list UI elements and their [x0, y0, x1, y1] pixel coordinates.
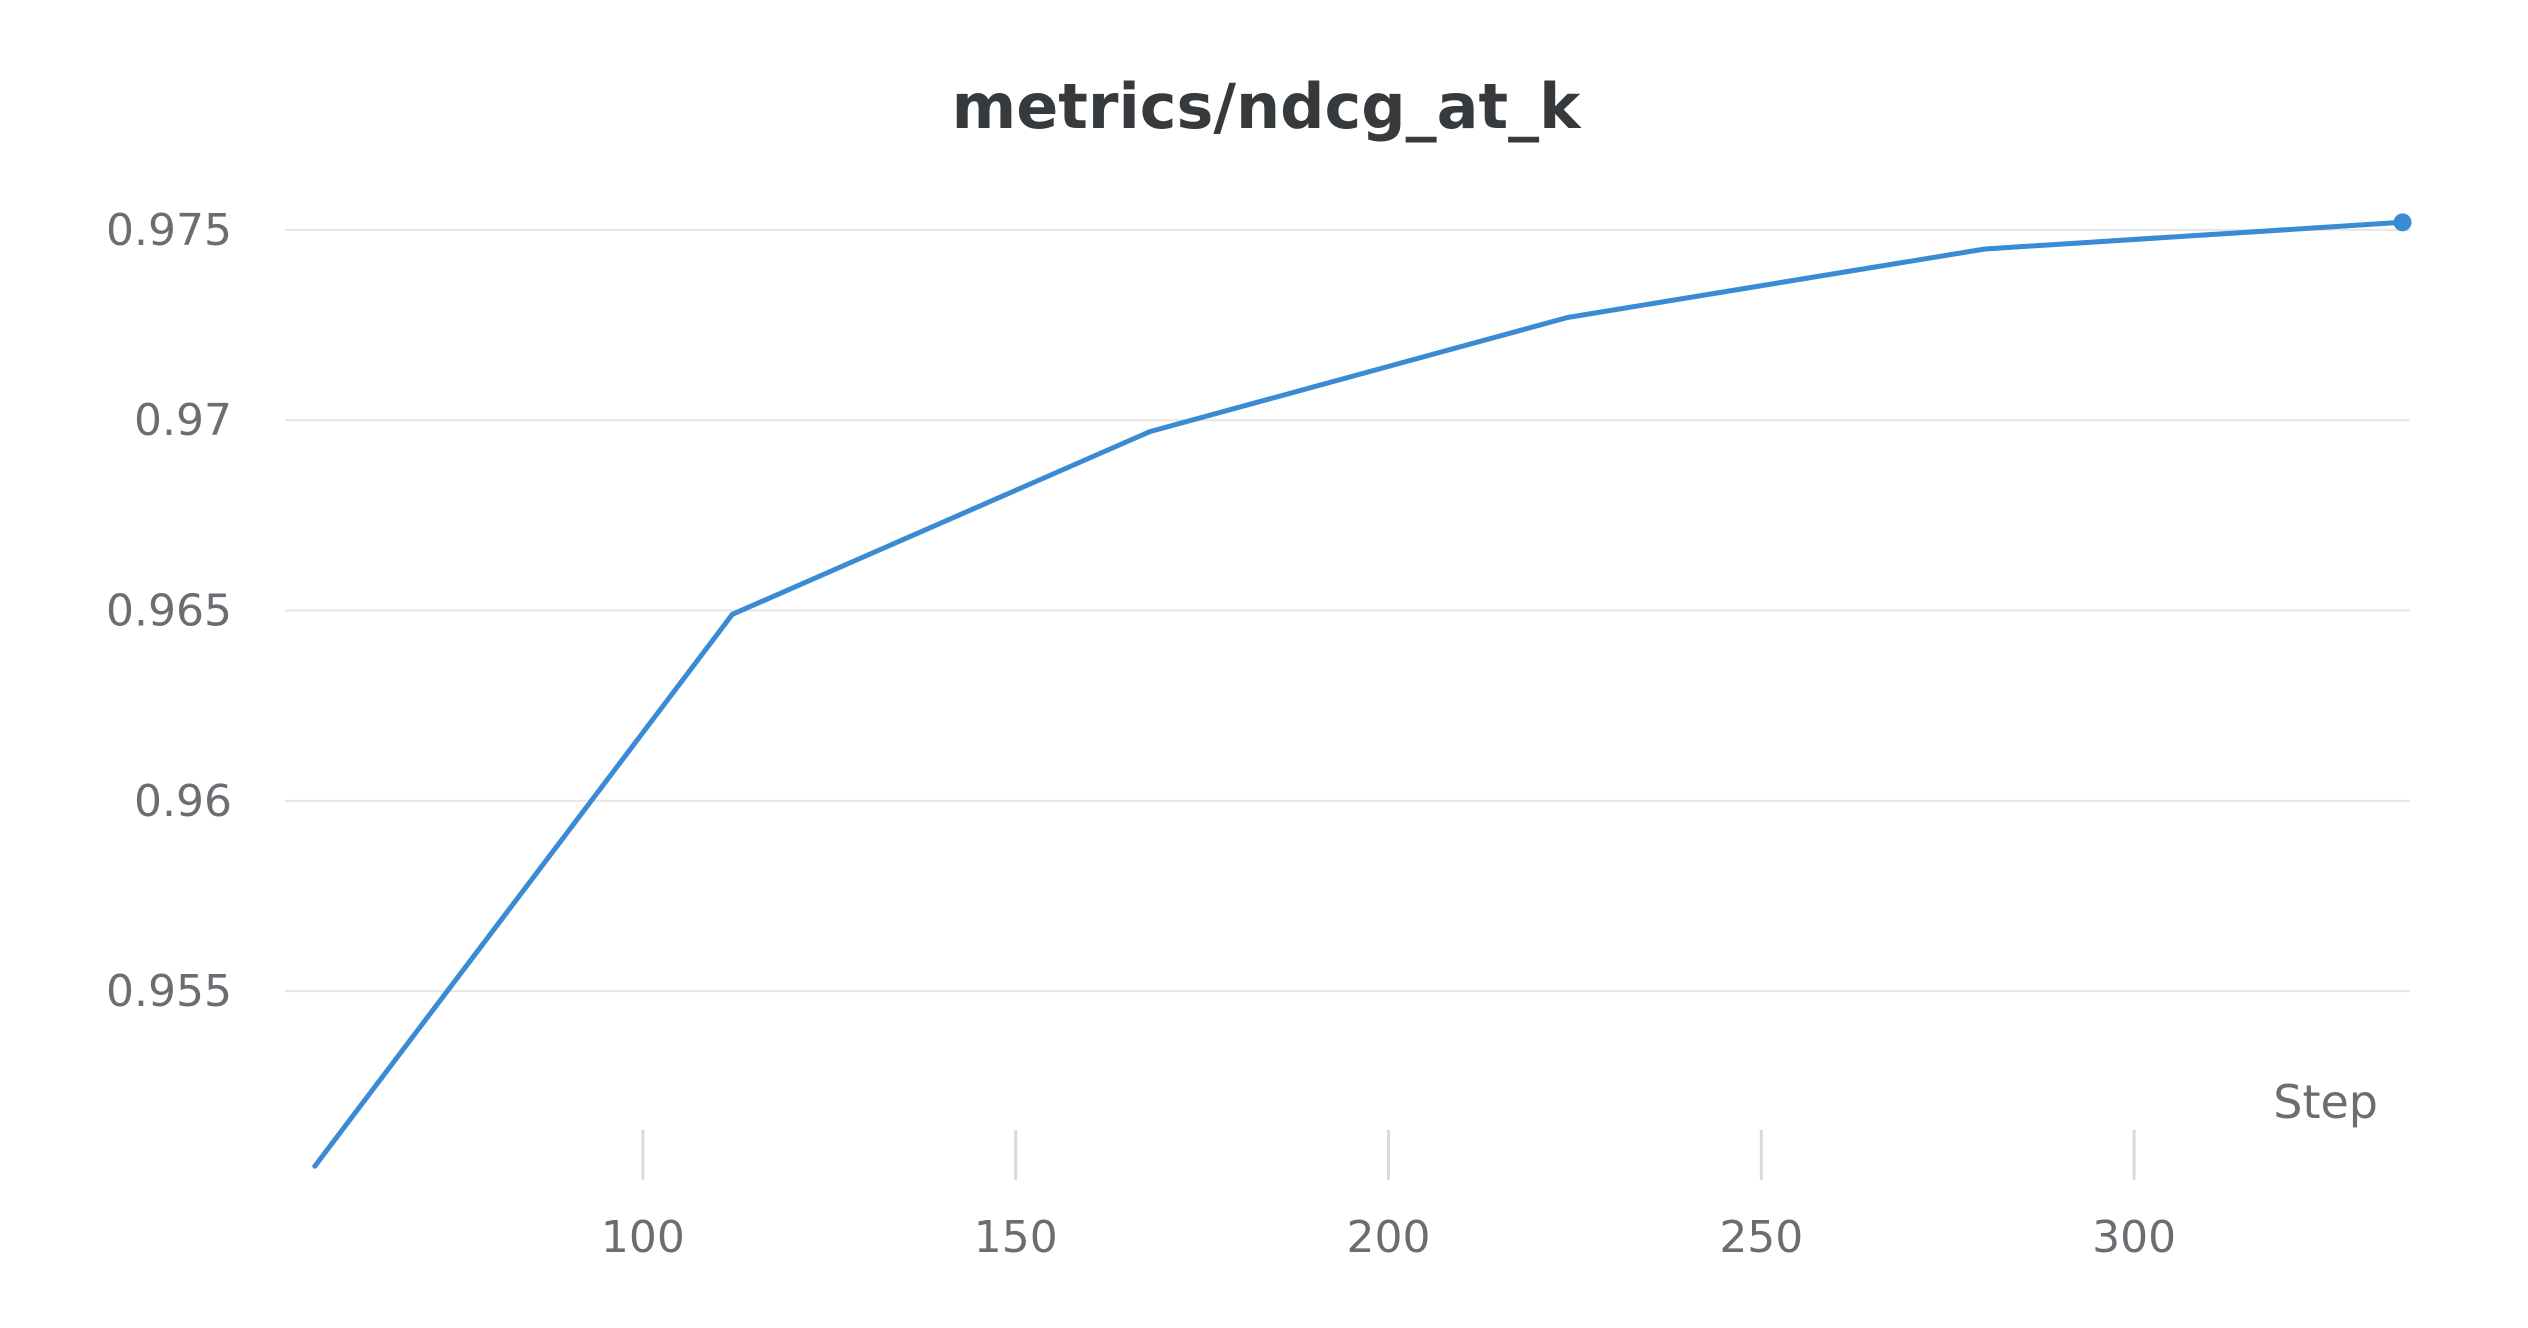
- y-tick-label: 0.97: [134, 395, 232, 446]
- series-line: [312, 219, 2405, 1169]
- y-tick-label: 0.955: [106, 966, 232, 1017]
- x-tick-label: 100: [601, 1212, 685, 1263]
- x-tick-label: 150: [974, 1212, 1058, 1263]
- x-axis-ticks: 100 150 200 250 300: [601, 1130, 2176, 1263]
- x-tick-label: 200: [1347, 1212, 1431, 1263]
- x-axis-label: Step: [2273, 1075, 2378, 1129]
- chart-title: metrics/ndcg_at_k: [952, 70, 1583, 143]
- y-tick-label: 0.975: [106, 205, 232, 256]
- y-axis-tick-labels: 0.955 0.96 0.965 0.97 0.975: [106, 205, 232, 1017]
- gridlines: [285, 228, 2410, 993]
- x-tick-label: 250: [1719, 1212, 1803, 1263]
- y-tick-label: 0.96: [134, 776, 232, 827]
- x-tick-label: 300: [2092, 1212, 2176, 1263]
- y-tick-label: 0.965: [106, 586, 232, 637]
- series-layer: [312, 213, 2412, 1169]
- series-end-point: [2393, 213, 2412, 232]
